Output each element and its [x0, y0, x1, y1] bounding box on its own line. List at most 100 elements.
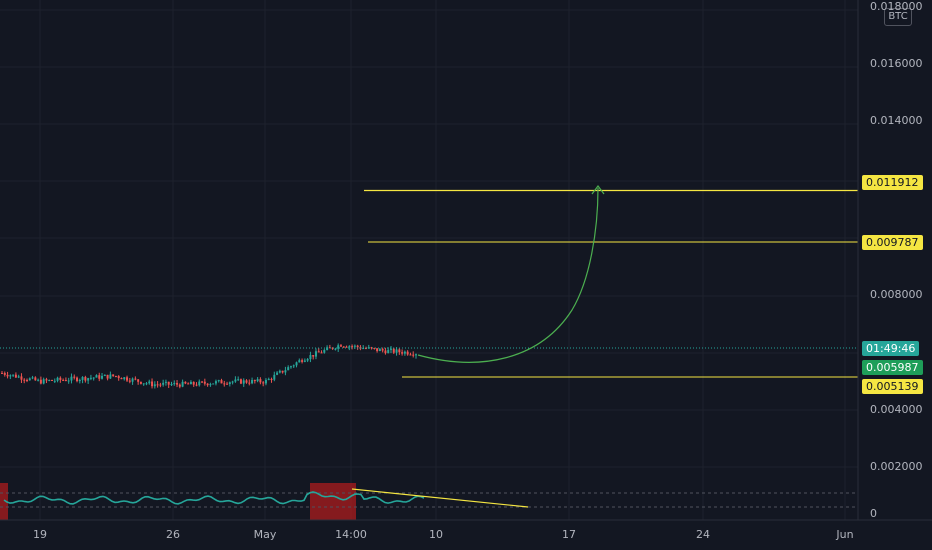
candle-body — [212, 383, 215, 385]
candle-body — [370, 347, 373, 349]
candle-body — [387, 349, 390, 354]
candle-body — [106, 374, 109, 379]
candle-body — [181, 381, 184, 387]
candle-body — [87, 378, 90, 381]
price-tick-18000: 0.018000 — [870, 0, 923, 13]
candle-body — [70, 376, 73, 381]
candle-body — [339, 345, 342, 347]
candle-body — [256, 379, 259, 382]
candle-body — [320, 352, 323, 354]
price-tick-2000: 0.002000 — [870, 460, 923, 473]
candle-body — [337, 345, 340, 349]
candle-body — [376, 348, 379, 352]
currency-badge[interactable]: BTC — [884, 8, 912, 26]
candle-body — [303, 360, 306, 362]
candle-body — [395, 349, 398, 353]
price-tick-14000: 0.014000 — [870, 114, 923, 127]
candle-body — [39, 379, 42, 384]
candle-body — [189, 381, 192, 385]
candle-body — [206, 383, 209, 386]
candle-body — [281, 370, 284, 373]
candle-body — [62, 379, 65, 381]
candle-body — [123, 377, 126, 380]
candle-body — [328, 347, 331, 349]
date-tick-may: May — [253, 528, 277, 541]
candle-body — [306, 359, 309, 361]
candle-body — [73, 376, 76, 378]
oscillator-line — [3, 491, 425, 505]
oscillator-overbought-zone — [0, 483, 8, 520]
oscillator-trendline — [351, 488, 529, 508]
candle-body — [167, 381, 170, 385]
candle-body — [145, 383, 148, 385]
candle-body — [23, 379, 26, 381]
target-mid-tag: 0.009787 — [862, 235, 923, 250]
candle-body — [53, 380, 56, 382]
candle-body — [148, 381, 151, 384]
date-tick-26: 26 — [166, 528, 180, 541]
candle-body — [406, 351, 409, 355]
candle-body — [59, 377, 62, 380]
candle-body — [214, 381, 217, 384]
candle-body — [20, 376, 23, 380]
candle-body — [259, 379, 262, 383]
candle-body — [284, 370, 287, 373]
candle-body — [64, 379, 67, 381]
candle-body — [17, 376, 20, 378]
candle-body — [56, 377, 59, 381]
candle-body — [353, 345, 356, 347]
candle-body — [273, 374, 276, 380]
price-tick-16000: 0.016000 — [870, 57, 923, 70]
candle-body — [78, 379, 81, 382]
candle-body — [234, 379, 237, 382]
candle-body — [42, 379, 45, 384]
oscillator-overbought-zone — [310, 483, 356, 520]
candle-body — [162, 382, 165, 385]
date-tick-1400: 14:00 — [335, 528, 367, 541]
candle-body — [412, 354, 415, 356]
candle-body — [209, 384, 212, 386]
candle-body — [112, 374, 115, 376]
candle-body — [98, 375, 101, 379]
target-high-tag: 0.011912 — [862, 175, 923, 190]
candle-body — [362, 348, 365, 350]
price-tick-0: 0 — [870, 507, 877, 520]
price-tick-8000: 0.008000 — [870, 288, 923, 301]
candle-body — [231, 381, 234, 383]
candle-body — [326, 347, 329, 350]
candle-body — [134, 378, 137, 380]
candle-body — [267, 378, 270, 380]
candle-body — [334, 348, 337, 350]
candle-body — [14, 374, 17, 378]
candle-body — [298, 360, 301, 363]
candle-body — [317, 351, 320, 353]
candle-body — [1, 372, 3, 374]
candle-body — [67, 380, 70, 382]
candle-body — [51, 379, 54, 381]
candle-body — [217, 380, 220, 382]
candle-body — [253, 380, 256, 382]
candle-body — [295, 362, 298, 366]
candle-body — [348, 346, 351, 348]
candle-body — [270, 378, 273, 380]
candle-body — [131, 378, 134, 382]
candle-body — [364, 348, 367, 350]
candle-body — [12, 374, 15, 376]
candle-body — [323, 349, 326, 353]
candle-body — [367, 347, 370, 349]
candle-body — [128, 380, 131, 382]
date-tick-24: 24 — [696, 528, 710, 541]
candle-body — [151, 381, 154, 387]
candle-body — [345, 346, 348, 348]
candle-body — [203, 381, 206, 384]
candle-body — [401, 352, 404, 354]
date-tick-19: 19 — [33, 528, 47, 541]
candle-body — [301, 360, 304, 362]
candle-body — [114, 375, 117, 377]
candle-body — [251, 380, 254, 384]
candle-body — [192, 381, 195, 385]
date-tick-jun: Jun — [836, 528, 854, 541]
candle-body — [3, 372, 6, 375]
candle-body — [201, 381, 204, 383]
